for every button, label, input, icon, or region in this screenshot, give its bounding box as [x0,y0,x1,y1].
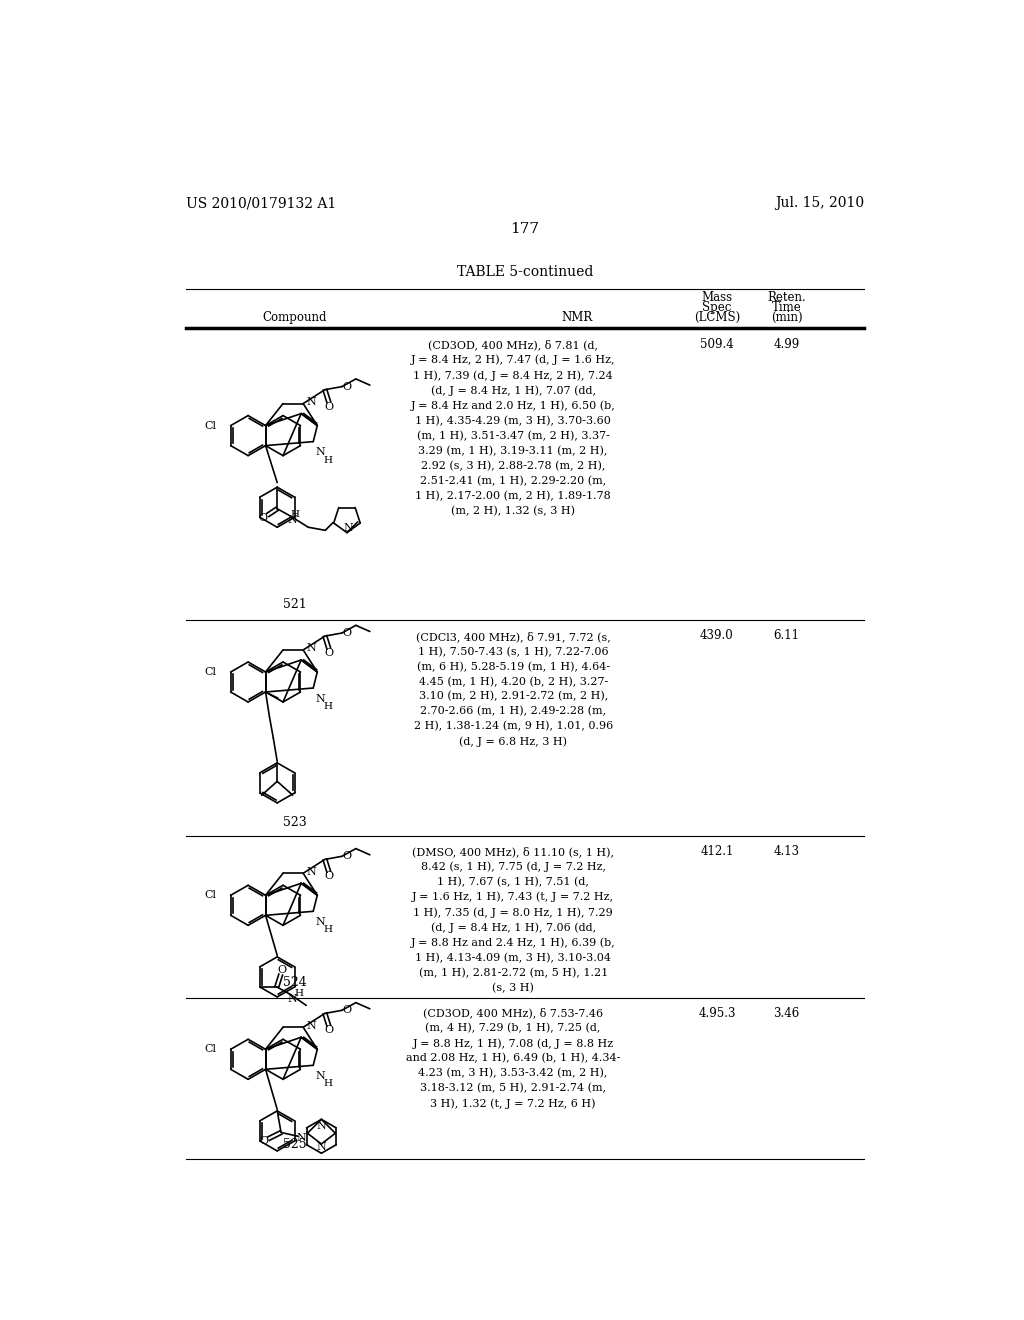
Text: N: N [316,1142,327,1152]
Text: (DMSO, 400 MHz), δ 11.10 (s, 1 H),
8.42 (s, 1 H), 7.75 (d, J = 7.2 Hz,
1 H), 7.6: (DMSO, 400 MHz), δ 11.10 (s, 1 H), 8.42 … [411,846,615,993]
Text: (CD3OD, 400 MHz), δ 7.53-7.46
(m, 4 H), 7.29 (b, 1 H), 7.25 (d,
J = 8.8 Hz, 1 H): (CD3OD, 400 MHz), δ 7.53-7.46 (m, 4 H), … [406,1007,621,1109]
Text: 524: 524 [283,975,306,989]
Text: 525: 525 [283,1138,306,1151]
Text: O: O [342,628,351,638]
Text: O: O [342,1006,351,1015]
Text: N: N [315,1071,326,1081]
Text: 4.95.3: 4.95.3 [698,1007,736,1019]
Text: (CDCl3, 400 MHz), δ 7.91, 7.72 (s,
1 H), 7.50-7.43 (s, 1 H), 7.22-7.06
(m, 6 H),: (CDCl3, 400 MHz), δ 7.91, 7.72 (s, 1 H),… [414,631,612,747]
Text: 439.0: 439.0 [700,630,734,643]
Text: H: H [324,925,333,935]
Text: N: N [306,643,316,653]
Text: O: O [342,851,351,862]
Text: H: H [324,1080,333,1088]
Text: O: O [342,381,351,392]
Text: O: O [325,871,334,882]
Text: N: N [315,447,326,458]
Text: Compound: Compound [262,310,327,323]
Text: O: O [325,648,334,659]
Text: O: O [325,1026,334,1035]
Text: Cl: Cl [205,421,217,430]
Text: Time: Time [772,301,802,314]
Text: O: O [259,1137,268,1146]
Text: N: N [316,1121,327,1130]
Text: N: N [288,515,298,525]
Text: 6.11: 6.11 [774,630,800,643]
Text: H: H [324,702,333,711]
Text: US 2010/0179132 A1: US 2010/0179132 A1 [186,197,336,210]
Text: N: N [315,917,326,927]
Text: N: N [344,523,353,533]
Text: 412.1: 412.1 [700,845,733,858]
Text: 4.13: 4.13 [774,845,800,858]
Text: 4.99: 4.99 [773,338,800,351]
Text: N: N [306,397,316,407]
Text: TABLE 5-continued: TABLE 5-continued [457,265,593,280]
Text: 521: 521 [283,598,306,611]
Text: N: N [315,694,326,704]
Text: O: O [325,401,334,412]
Text: 3.46: 3.46 [773,1007,800,1019]
Text: Reten.: Reten. [767,290,806,304]
Text: Jul. 15, 2010: Jul. 15, 2010 [775,197,864,210]
Text: 523: 523 [283,816,306,829]
Text: Mass: Mass [701,290,732,304]
Text: Cl: Cl [205,890,217,900]
Text: N: N [306,1020,316,1031]
Text: (CD3OD, 400 MHz), δ 7.81 (d,
J = 8.4 Hz, 2 H), 7.47 (d, J = 1.6 Hz,
1 H), 7.39 (: (CD3OD, 400 MHz), δ 7.81 (d, J = 8.4 Hz,… [411,339,615,516]
Text: Spec: Spec [702,301,732,314]
Text: Cl: Cl [205,1044,217,1055]
Text: NMR: NMR [562,310,593,323]
Text: O: O [278,965,287,975]
Text: 177: 177 [510,222,540,236]
Text: H: H [294,989,303,998]
Text: N: N [288,994,297,1005]
Text: H: H [291,510,300,519]
Text: H: H [324,455,333,465]
Text: O: O [259,513,268,523]
Text: (LCMS): (LCMS) [694,310,740,323]
Text: N: N [296,1133,306,1143]
Text: N: N [306,867,316,876]
Text: 509.4: 509.4 [700,338,734,351]
Text: Cl: Cl [205,667,217,677]
Text: (min): (min) [771,310,803,323]
